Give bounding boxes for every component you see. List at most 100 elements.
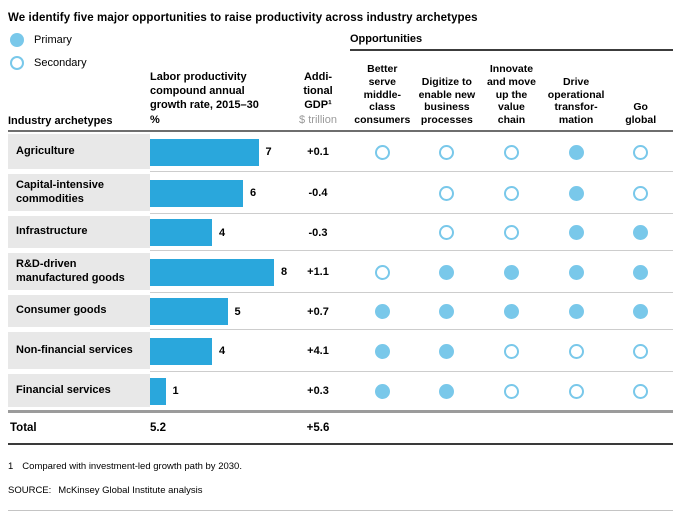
row-label: R&D-driven manufactured goods xyxy=(8,253,150,290)
primary-filled-dot-icon xyxy=(10,33,24,47)
opportunity-column-header: Innovate and move up the value chain xyxy=(486,63,536,127)
source-text: McKinsey Global Institute analysis xyxy=(58,485,203,496)
primary-filled-dot-icon xyxy=(568,225,584,240)
gdp-value: +0.7 xyxy=(307,305,329,318)
primary-filled-dot-icon xyxy=(633,264,649,280)
secondary-open-dot-icon xyxy=(633,144,649,160)
opportunity-dots xyxy=(346,172,673,214)
secondary-open-dot-icon xyxy=(439,144,455,160)
growth-bar xyxy=(150,138,259,166)
opportunity-cell xyxy=(479,225,544,240)
growth-value: 4 xyxy=(219,345,226,357)
row-label: Capital-intensive commodities xyxy=(8,174,150,211)
row-separator xyxy=(150,292,673,293)
opportunity-cell xyxy=(608,225,673,240)
opportunity-cell xyxy=(608,343,673,359)
bar-cell: 8 xyxy=(150,251,290,293)
growth-value: 6 xyxy=(250,187,257,199)
secondary-open-dot-icon xyxy=(633,383,649,399)
gdp-header-line: GDP¹ xyxy=(304,99,332,112)
opportunity-dots xyxy=(346,293,673,330)
row-label: Non-financial services xyxy=(8,332,150,369)
row-separator xyxy=(150,171,673,172)
opportunity-cell xyxy=(544,304,609,319)
opportunity-dots xyxy=(346,330,673,372)
primary-filled-dot-icon xyxy=(439,383,455,399)
legend-item-secondary: Secondary xyxy=(10,56,150,70)
opportunity-cell xyxy=(608,383,673,399)
opportunity-cell xyxy=(544,383,609,399)
opportunity-cell xyxy=(479,383,544,399)
opportunity-cell xyxy=(415,185,480,201)
opportunity-cell xyxy=(544,144,609,160)
primary-filled-dot-icon xyxy=(374,343,390,359)
opportunity-cell xyxy=(415,144,480,160)
growth-bar xyxy=(150,337,212,365)
total-bottom-rule xyxy=(8,443,673,445)
primary-filled-dot-icon xyxy=(439,304,455,319)
gdp-value: +0.1 xyxy=(307,146,329,158)
page-title: We identify five major opportunities to … xyxy=(8,12,478,24)
total-gdp-value: +5.6 xyxy=(306,422,330,434)
opportunity-cell xyxy=(544,343,609,359)
opportunity-cell xyxy=(544,185,609,201)
growth-bar xyxy=(150,377,166,405)
bar-cell: 1 xyxy=(150,372,290,410)
gdp-unit-label: $ trillion xyxy=(299,113,337,126)
primary-filled-dot-icon xyxy=(374,304,390,319)
productivity-unit-label: % xyxy=(150,113,160,126)
primary-filled-dot-icon xyxy=(503,264,519,280)
primary-filled-dot-icon xyxy=(374,383,390,399)
secondary-open-dot-icon xyxy=(374,264,390,280)
gdp-column-header: Addi- tional GDP¹ $ trillion xyxy=(290,70,346,130)
row-label: Financial services xyxy=(8,374,150,407)
opportunity-column-header: Better serve middle- class consumers xyxy=(354,63,411,127)
opportunities-title: Opportunities xyxy=(350,33,423,45)
legend-primary-label: Primary xyxy=(34,34,72,46)
secondary-open-dot-icon xyxy=(439,225,455,240)
table-row: Financial services 1 +0.3 xyxy=(8,372,673,410)
secondary-open-dot-icon xyxy=(503,185,519,201)
bar-cell: 4 xyxy=(150,330,290,372)
secondary-open-dot-icon xyxy=(568,383,584,399)
gdp-value: +4.1 xyxy=(307,345,329,357)
primary-filled-dot-icon xyxy=(439,343,455,359)
opportunity-cell xyxy=(479,304,544,319)
footnote-marker: 1 xyxy=(8,461,14,472)
opportunity-cell xyxy=(608,264,673,280)
secondary-open-dot-icon xyxy=(633,185,649,201)
source-label: SOURCE: xyxy=(8,485,52,496)
opportunity-cell xyxy=(415,304,480,319)
row-label: Consumer goods xyxy=(8,295,150,327)
primary-filled-dot-icon xyxy=(503,304,519,319)
growth-bar xyxy=(150,258,274,286)
secondary-open-dot-icon xyxy=(503,144,519,160)
gdp-header-line: Addi- xyxy=(303,70,333,83)
secondary-open-dot-icon xyxy=(503,343,519,359)
opportunity-column-header: Drive operational transfor- mation xyxy=(547,75,605,127)
primary-filled-dot-icon xyxy=(568,144,584,160)
secondary-open-dot-icon xyxy=(568,343,584,359)
row-label: Infrastructure xyxy=(8,216,150,248)
opportunity-cell xyxy=(608,144,673,160)
row-separator xyxy=(150,213,673,214)
table-body: Agriculture 7 +0.1 Capital-intensive com… xyxy=(8,132,673,410)
opportunity-column-header: Go global xyxy=(625,101,657,127)
productivity-column-header: Labor productivity compound annual growt… xyxy=(150,70,290,130)
growth-value: 5 xyxy=(234,305,241,318)
legend: Primary Secondary xyxy=(8,33,150,70)
gdp-value: -0.4 xyxy=(308,187,328,199)
table-bottom-rule xyxy=(8,410,673,413)
footnote-text: Compared with investment-led growth path… xyxy=(22,461,242,472)
opportunity-cell xyxy=(479,264,544,280)
opportunity-dots xyxy=(346,251,673,293)
bar-cell: 4 xyxy=(150,214,290,251)
footnote: 1 Compared with investment-led growth pa… xyxy=(8,461,673,472)
header-rule xyxy=(8,130,673,132)
opportunity-cell xyxy=(608,185,673,201)
growth-bar xyxy=(150,179,243,207)
opportunity-dots xyxy=(346,372,673,410)
secondary-open-dot-icon xyxy=(633,343,649,359)
productivity-header-line: Labor productivity xyxy=(150,70,247,83)
